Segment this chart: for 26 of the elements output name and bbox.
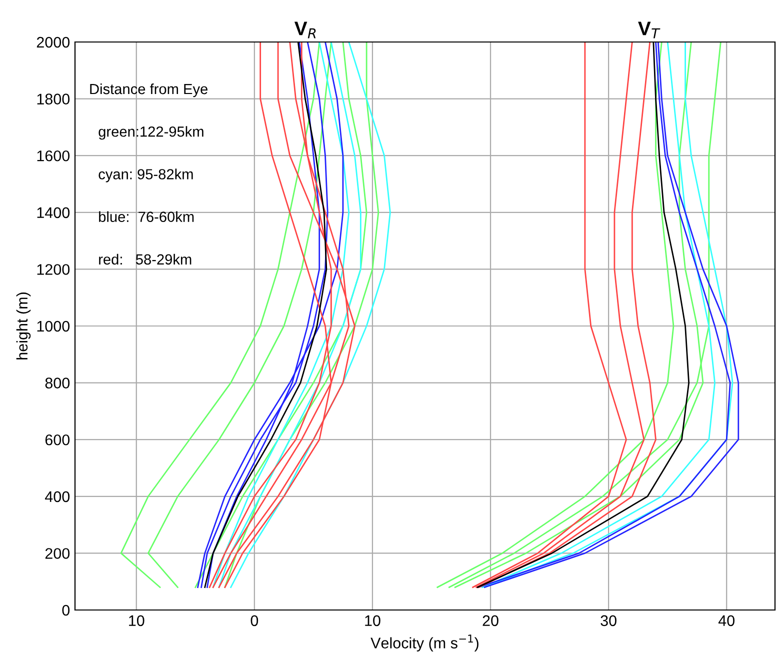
y-tick-label: 2000 bbox=[36, 36, 70, 48]
y-tick-label: 1400 bbox=[37, 207, 70, 218]
text: V$_{T}$ bbox=[638, 22, 660, 38]
x-tick-label: 40 bbox=[718, 615, 734, 626]
y-tick-label: 1000 bbox=[37, 320, 70, 332]
y-tick-label: 600 bbox=[45, 434, 70, 446]
annotation: Distance from Eye bbox=[90, 83, 208, 98]
y-axis-title: height (m) bbox=[16, 292, 31, 360]
y-tick-label: 1800 bbox=[37, 94, 70, 104]
y-tick-label: 400 bbox=[45, 491, 70, 502]
y-tick-label: 200 bbox=[45, 548, 70, 559]
y-tick-label: 1200 bbox=[37, 264, 70, 275]
annotation: green:122-95km bbox=[98, 126, 204, 140]
annotation: red: 58-29km bbox=[99, 254, 192, 265]
x-tick-label: 10 bbox=[129, 615, 144, 626]
x-tick-label: 10 bbox=[365, 615, 380, 626]
y-tick-label: 0 bbox=[62, 604, 70, 616]
y-tick-label: 800 bbox=[45, 378, 70, 388]
x-tick-label: 20 bbox=[482, 615, 498, 626]
x-axis-title: Velocity (m s$^{−1}$) bbox=[370, 634, 478, 652]
x-tick-label: 0 bbox=[250, 615, 258, 626]
y-tick-label: 1600 bbox=[37, 150, 70, 162]
annotation: cyan: 95-82km bbox=[98, 168, 193, 182]
annotation: blue: 76-60km bbox=[99, 211, 194, 222]
x-tick-label: 30 bbox=[600, 615, 616, 626]
text: V$_{R}$ bbox=[294, 22, 316, 38]
